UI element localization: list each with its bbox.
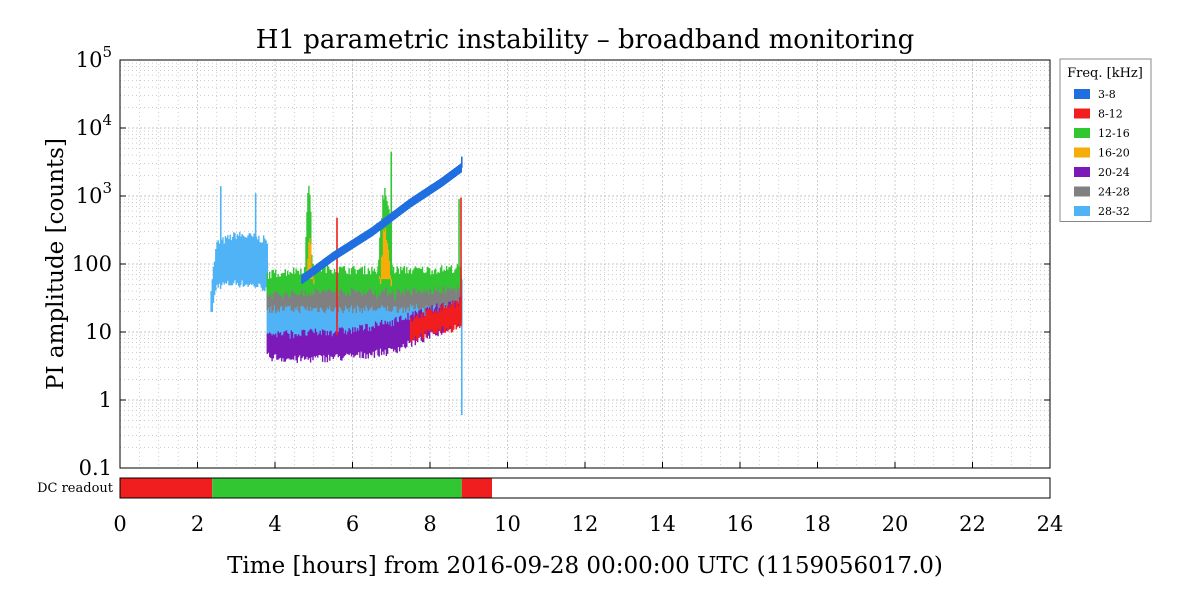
chart-title: H1 parametric instability – broadband mo… bbox=[256, 25, 915, 55]
legend-label: 12-16 bbox=[1098, 127, 1130, 140]
dc-readout-segment bbox=[212, 478, 462, 498]
y-tick-label-exponent: 3 bbox=[102, 179, 112, 197]
x-tick-label: 16 bbox=[727, 512, 754, 536]
x-tick-label: 18 bbox=[804, 512, 831, 536]
y-tick-label-base: 0.1 bbox=[79, 456, 112, 480]
y-tick-label-exponent: 4 bbox=[102, 111, 112, 129]
grid bbox=[119, 60, 1051, 469]
y-tick-label: 100 bbox=[72, 252, 112, 276]
x-tick-label: 8 bbox=[423, 512, 436, 536]
dc-readout-label: DC readout bbox=[37, 481, 114, 496]
series-12-16-band bbox=[266, 264, 462, 300]
legend-swatch bbox=[1074, 89, 1090, 99]
x-tick-label: 20 bbox=[882, 512, 909, 536]
legend-label: 3-8 bbox=[1098, 88, 1116, 101]
x-tick-label: 10 bbox=[494, 512, 521, 536]
x-tick-label: 22 bbox=[959, 512, 986, 536]
x-tick-label: 14 bbox=[649, 512, 676, 536]
dc-readout-border bbox=[119, 477, 1051, 499]
dc-readout-bar bbox=[119, 477, 1051, 499]
y-tick-label-base: 10 bbox=[76, 48, 103, 72]
y-tick-label-base: 10 bbox=[85, 320, 112, 344]
y-tick-label: 10 bbox=[85, 320, 112, 344]
legend-label: 24-28 bbox=[1098, 186, 1130, 199]
legend-swatch bbox=[1074, 186, 1090, 197]
legend-swatch bbox=[1074, 147, 1090, 158]
x-tick-label: 4 bbox=[268, 512, 281, 536]
y-tick-label-base: 1 bbox=[99, 388, 112, 412]
y-tick-label-base: 10 bbox=[76, 184, 103, 208]
legend-swatch bbox=[1074, 167, 1090, 177]
legend-title: Freq. [kHz] bbox=[1067, 66, 1143, 81]
legend-label: 8-12 bbox=[1098, 108, 1123, 121]
legend: Freq. [kHz] 3-8 8-12 12-16 16-20 20-24 24-28 28… bbox=[1059, 58, 1152, 222]
series-3-8-ramp bbox=[301, 163, 462, 284]
legend-label: 20-24 bbox=[1098, 166, 1130, 179]
legend-swatch bbox=[1074, 128, 1090, 138]
x-tick-label: 6 bbox=[346, 512, 359, 536]
x-tick-labels: 0 2 4 6 8 10 12 14 16 18 20 22 24 bbox=[113, 462, 1063, 536]
series-layer bbox=[210, 151, 463, 416]
y-tick-label-base: 10 bbox=[76, 116, 103, 140]
legend-label: 28-32 bbox=[1098, 205, 1130, 218]
y-tick-label-base: 100 bbox=[72, 252, 112, 276]
y-tick-label: 0.1 bbox=[79, 456, 112, 480]
legend-swatch bbox=[1074, 206, 1090, 216]
x-tick-label: 24 bbox=[1037, 512, 1064, 536]
series-28-32-band bbox=[210, 231, 268, 313]
dc-readout-segment bbox=[461, 478, 492, 498]
y-tick-label-exponent: 5 bbox=[102, 43, 112, 61]
y-tick-label: 104 bbox=[76, 111, 112, 140]
x-tick-label: 12 bbox=[572, 512, 599, 536]
x-tick-label: 0 bbox=[113, 512, 126, 536]
y-tick-label: 1 bbox=[99, 388, 112, 412]
y-tick-label: 105 bbox=[76, 43, 112, 72]
x-axis-label: Time [hours] from 2016-09-28 00:00:00 UT… bbox=[227, 553, 943, 579]
y-tick-label: 103 bbox=[76, 179, 112, 208]
dc-readout-segment bbox=[120, 478, 213, 498]
legend-swatch bbox=[1074, 108, 1090, 119]
legend-label: 16-20 bbox=[1098, 147, 1130, 160]
series-16-20-burst bbox=[378, 228, 392, 287]
series-8-12-band bbox=[409, 299, 462, 342]
y-axis-label: PI amplitude [counts] bbox=[43, 138, 69, 390]
x-tick-label: 2 bbox=[191, 512, 204, 536]
